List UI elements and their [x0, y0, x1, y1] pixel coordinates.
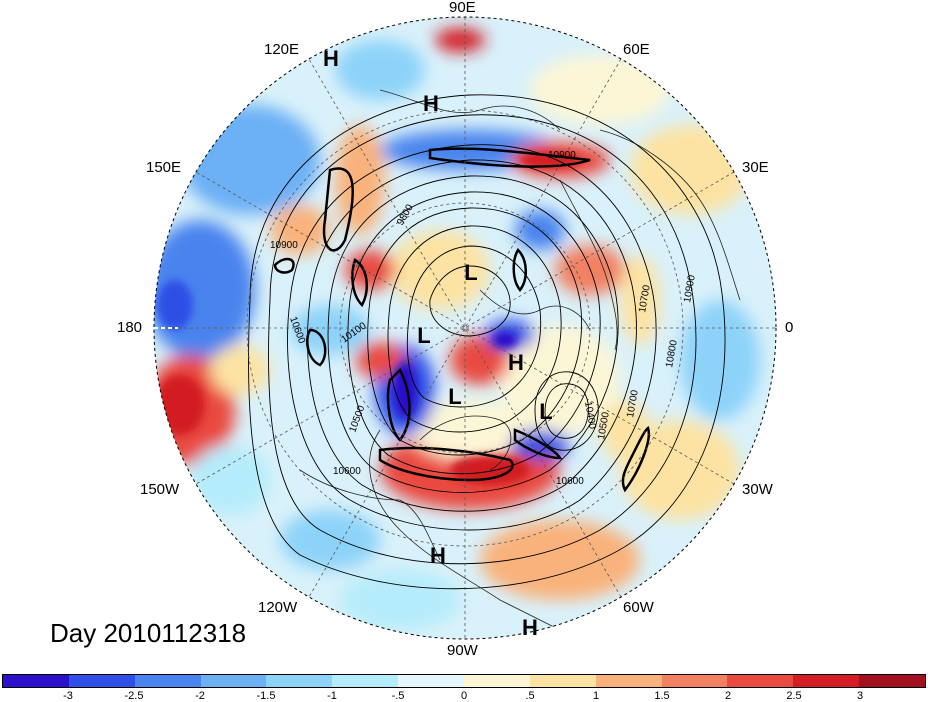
- height-contours: [248, 94, 726, 590]
- lon-label-60w: 60W: [623, 599, 654, 616]
- contour-label: 10700: [625, 389, 641, 419]
- low-center: L: [539, 399, 552, 424]
- lon-label-60e: 60E: [623, 41, 650, 58]
- lon-label-0: 0: [785, 319, 794, 336]
- colorbar-segment: [68, 675, 135, 687]
- contour-label: 10600: [333, 466, 361, 477]
- contour-label: 10500: [596, 411, 612, 441]
- map-boundary: [153, 16, 777, 640]
- contour-label: 10600: [556, 476, 584, 487]
- colorbar-segment: [727, 675, 794, 687]
- lon-label-120e: 120E: [264, 41, 300, 58]
- colorbar-tick-label: 0: [460, 690, 468, 702]
- lon-label-120w: 120W: [258, 599, 298, 616]
- colorbar-segment: [332, 675, 399, 687]
- colorbar: [2, 674, 926, 688]
- contour-label: 10700: [637, 284, 653, 314]
- contour-label: 10900: [682, 274, 698, 304]
- colorbar-segment: [661, 675, 728, 687]
- graticule: [154, 17, 776, 639]
- colorbar-tick-label: 1: [592, 690, 600, 702]
- lon-label-90e: 90E: [449, 0, 476, 16]
- contour-label: 10900: [548, 150, 576, 161]
- lon-label-150e: 150E: [146, 159, 182, 176]
- high-center: H: [522, 615, 538, 640]
- colorbar-tick-label: -2: [195, 690, 205, 702]
- colorbar-tick-label: -2.5: [124, 690, 144, 702]
- contour-label: 10800: [664, 339, 680, 369]
- colorbar-tick-label: -1: [327, 690, 337, 702]
- low-center: L: [417, 323, 430, 348]
- lon-label-30w: 30W: [742, 481, 773, 498]
- colorbar-segment: [595, 675, 662, 687]
- colorbar-segment: [529, 675, 596, 687]
- high-center: H: [423, 91, 439, 116]
- low-center: L: [464, 260, 477, 285]
- colorbar-segment: [134, 675, 201, 687]
- high-center: H: [323, 46, 339, 71]
- colorbar-tick-label: .5: [525, 690, 535, 702]
- colorbar-segment: [3, 675, 69, 687]
- lon-label-150w: 150W: [140, 481, 180, 498]
- colorbar-tick-label: -3: [63, 690, 73, 702]
- contour-label: 10400: [582, 401, 598, 431]
- colorbar-tick-label: -1.5: [256, 690, 276, 702]
- anomaly-field: [154, 28, 760, 630]
- colorbar-segment: [859, 675, 926, 687]
- lon-label-30e: 30E: [742, 159, 769, 176]
- high-center: H: [430, 543, 446, 568]
- colorbar-segment: [266, 675, 333, 687]
- colorbar-segment: [200, 675, 267, 687]
- contour-label: 10900: [270, 240, 298, 251]
- colorbar-segment: [464, 675, 530, 687]
- colorbar-segment: [793, 675, 860, 687]
- colorbar-tick-label: 3: [856, 690, 864, 702]
- colorbar-tick-label: 1.5: [654, 690, 670, 702]
- colorbar-segment: [398, 675, 465, 687]
- lon-label-180: 180: [117, 319, 143, 336]
- colorbar-tick-label: 2.5: [786, 690, 802, 702]
- colorbar-tick-label: -.5: [391, 690, 405, 702]
- lon-label-90w: 90W: [447, 642, 478, 659]
- jet-contours: [273, 147, 651, 493]
- high-center: H: [508, 350, 524, 375]
- low-center: L: [448, 384, 461, 409]
- date-title: Day 2010112318: [50, 618, 247, 648]
- colorbar-tick-label: 2: [724, 690, 732, 702]
